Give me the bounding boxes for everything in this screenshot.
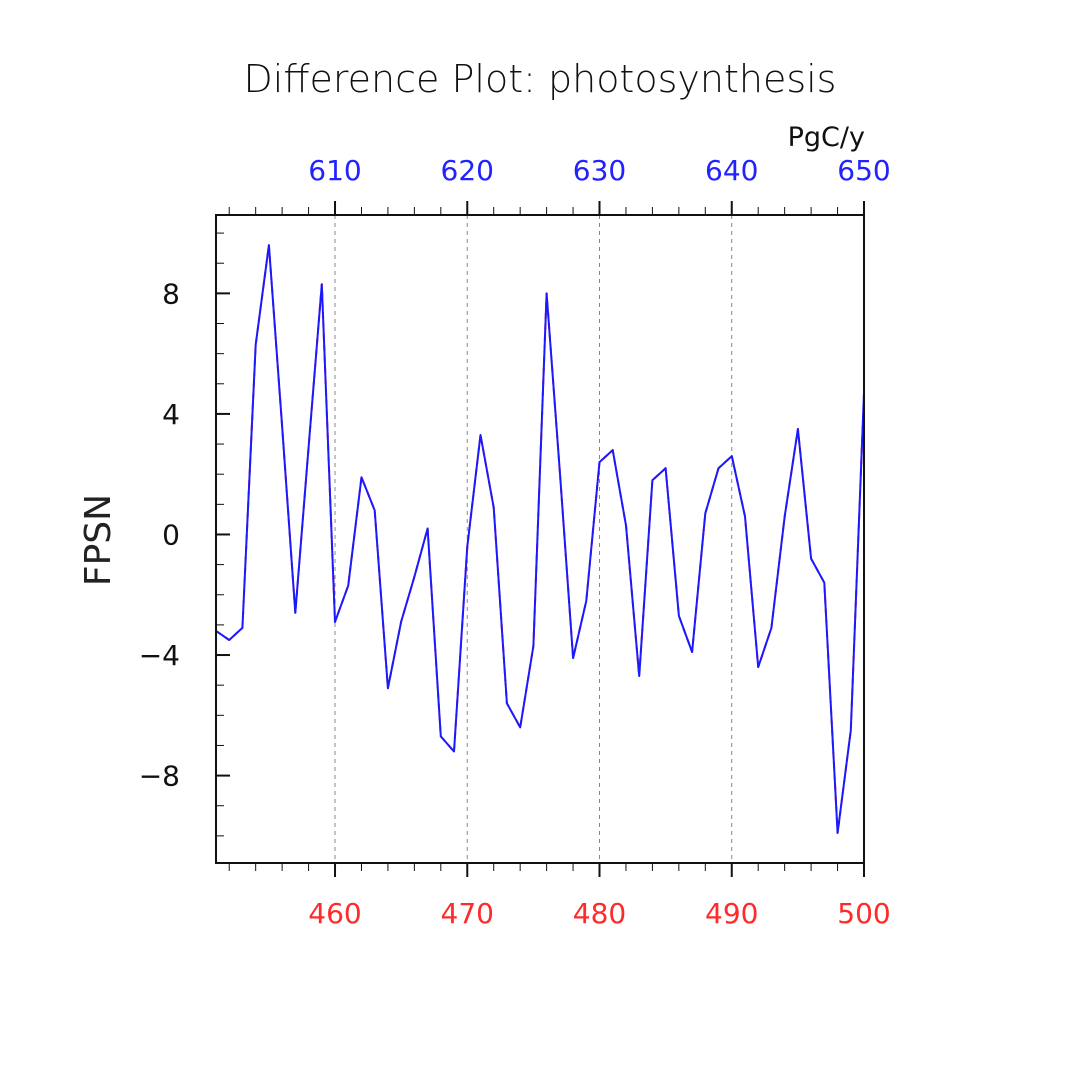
plot-frame xyxy=(215,214,865,864)
x-tick-label-bottom: 470 xyxy=(441,897,494,930)
x-tick-label-bottom: 460 xyxy=(308,897,361,930)
x-tick-label-top: 630 xyxy=(573,154,626,187)
x-tick-label-bottom: 480 xyxy=(573,897,626,930)
y-tick-label: 0 xyxy=(162,518,180,551)
y-tick-label: −4 xyxy=(139,639,180,672)
axes: 460 470 480 490 500 610 620 630 640 650 −8 −4 0 4 8 xyxy=(139,154,891,930)
series-lines xyxy=(215,244,865,834)
x-tick-label-bottom: 500 xyxy=(837,897,890,930)
x-tick-label-top: 610 xyxy=(308,154,361,187)
y-tick-label: 8 xyxy=(162,277,180,310)
series-line-red xyxy=(215,244,865,834)
x-tick-label-top: 650 xyxy=(837,154,890,187)
chart-title: Difference Plot: photosynthesis xyxy=(244,57,837,101)
x-tick-label-bottom: 490 xyxy=(705,897,758,930)
y-tick-label: 4 xyxy=(162,398,180,431)
x-tick-label-top: 640 xyxy=(705,154,758,187)
units-label: PgC/y xyxy=(788,122,865,153)
y-tick-label: −8 xyxy=(139,760,180,793)
x-tick-label-top: 620 xyxy=(441,154,494,187)
series-line-blue xyxy=(215,244,865,834)
y-axis-label: FPSN xyxy=(78,494,119,586)
grid-lines xyxy=(334,215,733,863)
